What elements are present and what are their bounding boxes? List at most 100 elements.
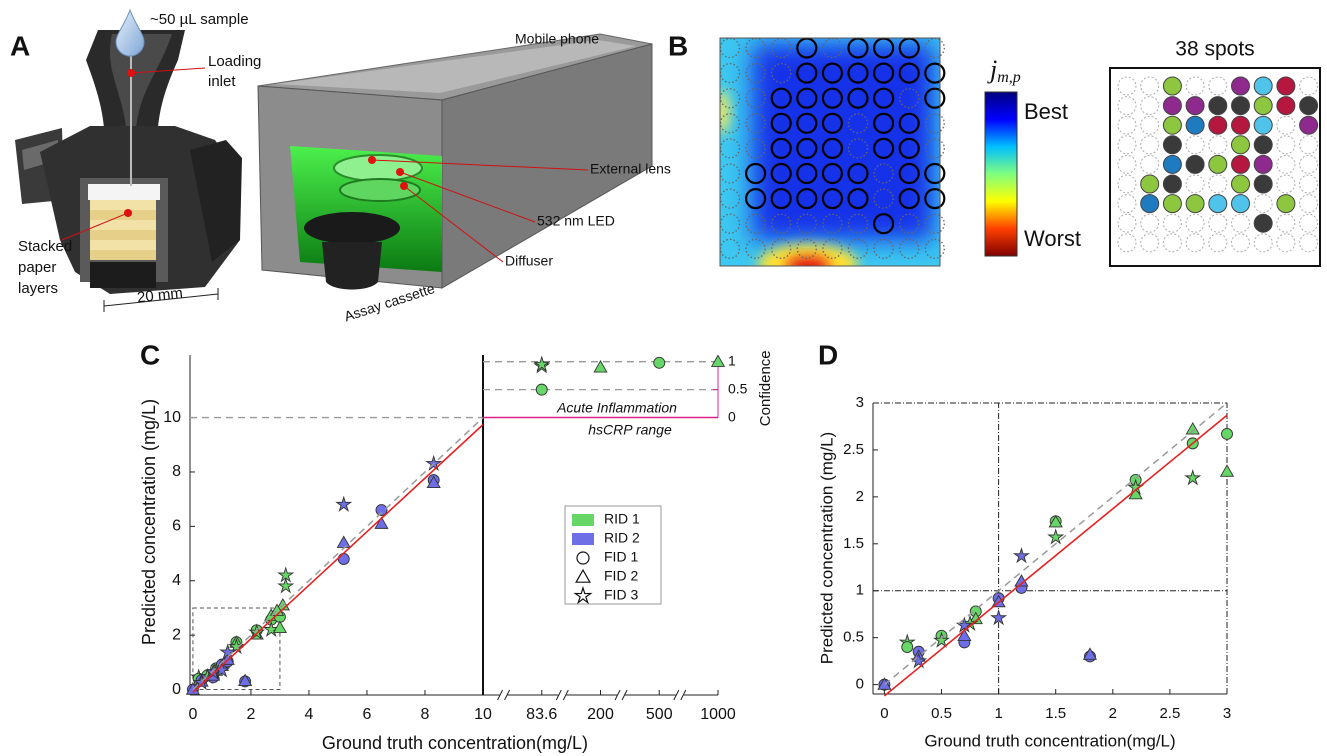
selected-spot (872, 213, 895, 235)
empty-spot (1117, 154, 1137, 174)
annotation: Loading (208, 53, 261, 70)
annotation: inlet (208, 73, 236, 90)
chosen-spot (1162, 135, 1182, 155)
point (272, 620, 288, 634)
point (219, 643, 237, 660)
chosen-spot (1185, 96, 1205, 116)
point (573, 585, 593, 605)
spot-grid (1117, 76, 1319, 253)
chosen-spot (1162, 174, 1182, 194)
selected-spot (770, 137, 792, 159)
y-tick-label: 2 (172, 626, 181, 643)
y2-axis-label: Confidence (757, 350, 774, 426)
axis-break-gap (558, 689, 567, 701)
phone (275, 40, 636, 93)
candidate-spot (899, 213, 920, 234)
identity-line (883, 402, 1228, 686)
candidate-spot (847, 238, 869, 259)
y2-tick-label: 0.5 (728, 380, 748, 396)
chosen-spot (1162, 194, 1182, 214)
scale-label: 20 mm (136, 285, 183, 307)
candidate-spot (745, 238, 766, 259)
empty-spot (1208, 76, 1228, 96)
metric-symbol: j (987, 55, 997, 84)
selected-spot (796, 162, 818, 185)
x-tick-label: 200 (587, 706, 614, 723)
legend-label: RID 2 (604, 530, 640, 546)
point (426, 475, 441, 489)
heatmap-region (758, 244, 858, 266)
candidate-spot (745, 138, 766, 159)
heatmap-region (720, 90, 730, 134)
diffuser-element (339, 178, 421, 202)
empty-spot (1299, 154, 1319, 174)
annotation: 532 nm LED (537, 213, 615, 229)
point (710, 354, 726, 367)
empty-spot (1140, 233, 1160, 253)
candidate-spot (924, 138, 945, 159)
candidate-spot (924, 113, 945, 134)
y-tick-label: 6 (172, 518, 181, 535)
point (901, 641, 914, 654)
selected-spot (872, 137, 895, 159)
legend-label: FID 2 (604, 568, 638, 584)
empty-spot (1140, 154, 1160, 174)
selected-spot (847, 87, 869, 109)
colorbar (984, 91, 1018, 257)
empty-spot (1231, 233, 1250, 253)
scale-bar (103, 288, 219, 312)
empty-spot (1140, 115, 1160, 135)
fit-line (192, 424, 484, 693)
chosen-spot (1140, 194, 1160, 214)
empty-spot (1208, 135, 1228, 155)
point (1219, 464, 1235, 477)
x-tick-label: 83.6 (526, 706, 557, 723)
y-tick-label: 10 (163, 409, 181, 426)
candidate-spot (745, 113, 766, 134)
legend-swatch (572, 533, 594, 545)
empty-spot (1140, 135, 1160, 155)
point (575, 568, 591, 583)
lens-holder (333, 154, 423, 182)
marker-dot (124, 209, 132, 217)
chosen-spot (1162, 96, 1182, 116)
selected-spot (744, 162, 767, 185)
y-tick-label: 0.5 (843, 629, 864, 646)
point (1184, 469, 1202, 486)
y2-tick-label: 1 (728, 352, 736, 368)
selected-spot (821, 62, 844, 84)
point (248, 623, 266, 640)
cassette-knob (322, 242, 382, 290)
selected-spot (898, 188, 920, 210)
empty-spot (1140, 213, 1160, 233)
x-tick-label: 2 (246, 706, 255, 723)
empty-spot (1299, 174, 1319, 194)
x-axis-label: Ground truth concentration(mg/L) (924, 731, 1175, 750)
x-tick-label: 0 (188, 706, 197, 723)
point (533, 355, 551, 372)
annotation: paper (18, 259, 56, 276)
selected-spot (796, 62, 818, 84)
x-tick-label: 2 (1109, 705, 1117, 722)
empty-spot (1208, 233, 1228, 253)
pad (88, 184, 160, 200)
point (1047, 528, 1065, 545)
y-axis-label: Predicted concentration (mg/L) (817, 432, 836, 664)
candidate-spot (899, 88, 920, 109)
selected-spot (744, 188, 767, 210)
chosen-spot (1276, 194, 1296, 214)
selected-spot (796, 188, 818, 210)
chosen-spot (1299, 96, 1319, 116)
candidate-spot (745, 213, 766, 234)
point (1012, 547, 1030, 564)
chosen-spot (1253, 76, 1273, 96)
funnel-inner (109, 34, 172, 128)
chosen-spot (1276, 96, 1296, 116)
point (1221, 428, 1233, 440)
y-tick-label: 0 (172, 681, 181, 698)
axis-break (673, 689, 687, 701)
empty-spot (1276, 135, 1296, 155)
chosen-spot (1185, 154, 1205, 174)
marker-dot (127, 69, 135, 77)
